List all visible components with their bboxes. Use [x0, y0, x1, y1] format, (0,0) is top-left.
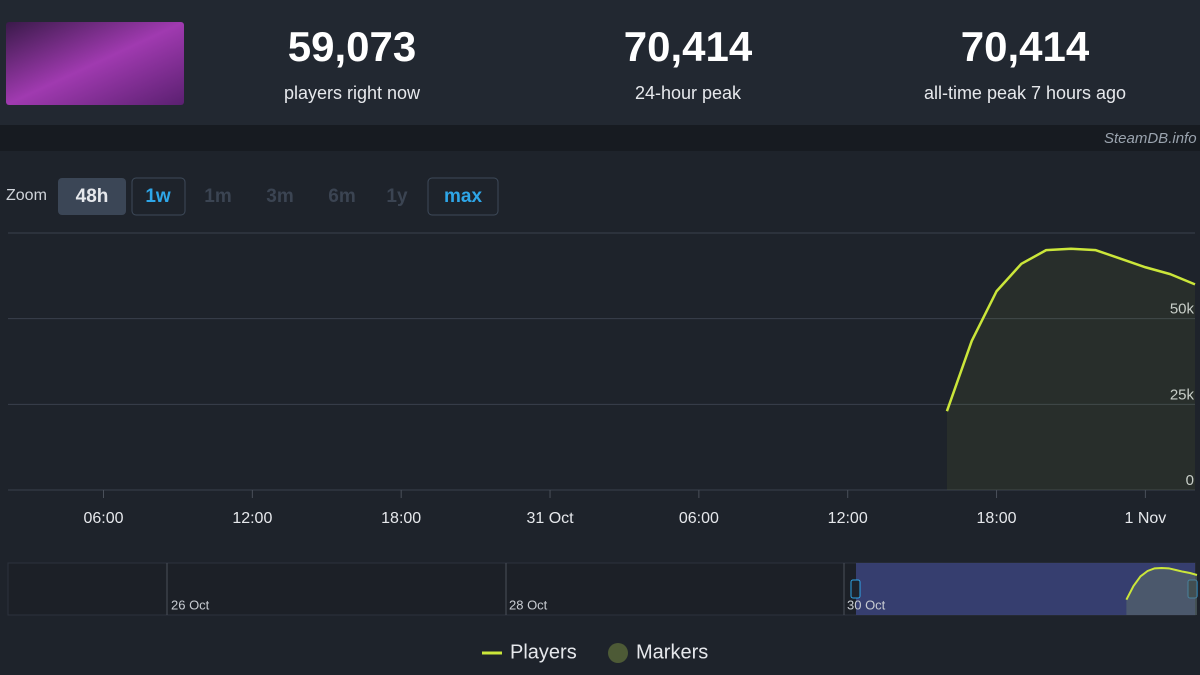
zoom-button[interactable]: max — [444, 186, 482, 207]
navigator-label: 26 Oct — [171, 597, 210, 612]
zoom-button[interactable]: 1w — [145, 186, 171, 207]
y-tick-label: 25k — [1170, 386, 1195, 403]
stat-label: 24-hour peak — [635, 83, 742, 103]
zoom-button-active[interactable] — [58, 178, 126, 215]
navigator-line — [1125, 567, 1198, 601]
stat-label: all-time peak 7 hours ago — [924, 83, 1126, 103]
zoom-button[interactable]: 1m — [204, 186, 231, 207]
navigator-label: 28 Oct — [509, 597, 548, 612]
navigator-area — [1126, 568, 1197, 615]
source-link[interactable]: SteamDB.info — [1104, 130, 1197, 147]
stat-value: 70,414 — [961, 23, 1090, 70]
x-tick-label: 12:00 — [232, 510, 272, 527]
area — [946, 248, 1195, 490]
zoom-button[interactable]: 6m — [328, 186, 355, 207]
x-tick-label: 12:00 — [828, 510, 868, 527]
zoom-label: Zoom — [6, 187, 47, 204]
stat-label: players right now — [284, 83, 421, 103]
x-tick-label: 18:00 — [977, 510, 1017, 527]
y-tick-label: 50k — [1170, 301, 1195, 318]
stat-value: 59,073 — [288, 23, 416, 70]
navigator-handle[interactable] — [850, 579, 861, 599]
stat-value: 70,414 — [624, 23, 753, 70]
source-band — [0, 125, 1200, 151]
zoom-button[interactable]: 3m — [266, 186, 293, 207]
legend-label: Players — [510, 641, 577, 663]
series-line — [945, 247, 1196, 412]
x-tick-label: 1 Nov — [1124, 510, 1166, 527]
x-tick-label: 31 Oct — [526, 510, 574, 527]
header-bg — [0, 0, 1200, 125]
zoom-button[interactable]: 1y — [386, 186, 408, 207]
zoom-button-frame[interactable] — [427, 177, 499, 216]
zoom-button[interactable]: 48h — [76, 186, 109, 207]
zoom-button-frame[interactable] — [131, 177, 186, 216]
x-tick-label: 18:00 — [381, 510, 421, 527]
y-tick-label: 0 — [1186, 472, 1194, 489]
game-thumbnail[interactable] — [6, 22, 184, 105]
legend-label: Markers — [636, 641, 708, 663]
x-tick-label: 06:00 — [83, 510, 123, 527]
x-tick-label: 06:00 — [679, 510, 719, 527]
navigator-label: 30 Oct — [847, 597, 886, 612]
legend-swatch — [608, 643, 628, 663]
